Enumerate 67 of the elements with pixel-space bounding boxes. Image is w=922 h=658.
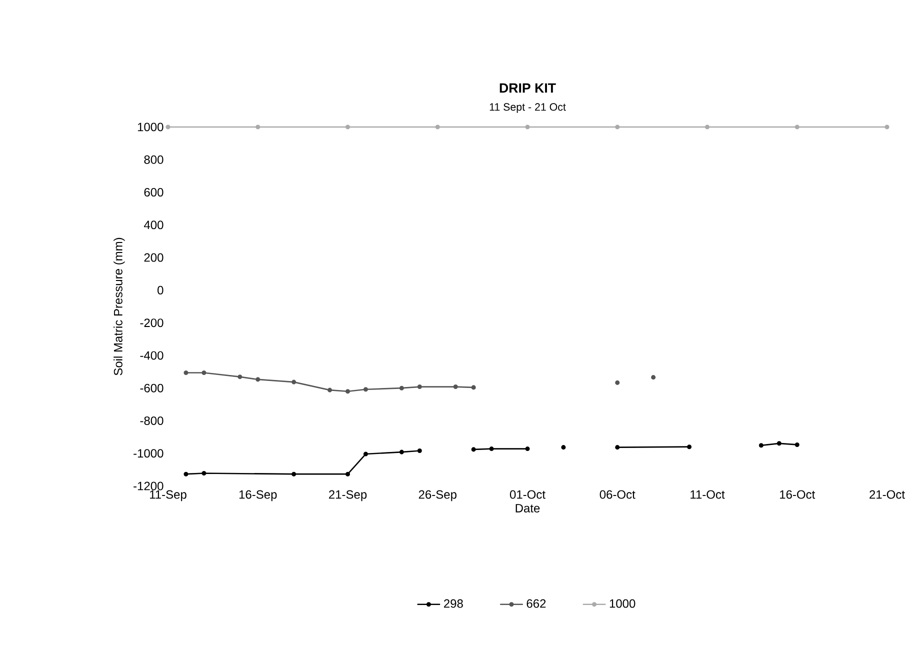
x-tick-label: 01-Oct xyxy=(510,490,546,499)
x-tick-label: 11-Sep xyxy=(150,490,186,502)
y-tick-label: -800 xyxy=(140,416,164,425)
legend-label: 662 xyxy=(526,599,546,608)
point xyxy=(328,388,332,392)
chart-subtitle: 11 Sept - 21 Oct xyxy=(490,103,566,113)
point xyxy=(202,370,206,376)
x-tick-label: 16-Sep xyxy=(239,490,277,502)
point xyxy=(292,380,296,384)
y-tick-label: -1200 xyxy=(134,482,164,490)
point xyxy=(417,448,422,454)
point xyxy=(292,472,296,476)
point xyxy=(615,445,620,450)
point xyxy=(256,124,260,130)
y-tick-label: 600 xyxy=(144,188,164,197)
point xyxy=(687,444,692,450)
point xyxy=(884,124,890,130)
y-tick-label: 0 xyxy=(158,286,164,294)
point xyxy=(758,443,764,448)
chart-title: DRIP KIT xyxy=(500,83,556,93)
point xyxy=(345,472,350,476)
point xyxy=(453,384,458,390)
point xyxy=(525,446,530,452)
x-tick-label: 06-Oct xyxy=(600,490,636,499)
y-tick-label: -400 xyxy=(140,351,164,360)
x-tick-label: 16-Oct xyxy=(780,490,816,499)
point xyxy=(435,124,440,130)
x-axis-title: Date xyxy=(516,504,540,512)
point xyxy=(184,472,188,476)
point xyxy=(525,124,530,130)
point xyxy=(615,124,620,130)
point xyxy=(794,124,800,130)
point xyxy=(184,370,188,376)
point xyxy=(399,386,404,390)
x-tick-label: 21-Sep xyxy=(329,490,367,502)
point xyxy=(704,124,710,130)
x-tick-label: 11-Oct xyxy=(690,490,725,499)
y-tick-label: 1000 xyxy=(138,122,164,132)
point xyxy=(651,375,656,380)
point xyxy=(363,452,368,456)
y-tick-label: -600 xyxy=(140,384,164,392)
point xyxy=(345,389,350,394)
y-tick-label: -1000 xyxy=(134,449,164,458)
point xyxy=(615,380,620,385)
y-axis-title: Soil Matric Pressure (mm) xyxy=(114,238,125,376)
point xyxy=(561,445,566,450)
point xyxy=(776,441,782,446)
point xyxy=(363,387,368,392)
y-tick-label: 400 xyxy=(144,220,164,230)
y-tick-label: -200 xyxy=(140,318,164,328)
point xyxy=(417,384,422,390)
point xyxy=(399,450,404,454)
point xyxy=(794,442,800,447)
legend-label: 1000 xyxy=(610,599,636,608)
point xyxy=(471,385,476,390)
y-tick-label: 800 xyxy=(144,155,164,164)
x-tick-label: 26-Sep xyxy=(418,490,456,502)
point xyxy=(238,374,242,380)
legend-label: 298 xyxy=(444,599,463,608)
point xyxy=(256,377,260,382)
point xyxy=(489,446,494,452)
x-tick-label: 21-Oct xyxy=(870,490,905,499)
point xyxy=(345,124,350,130)
y-tick-label: 200 xyxy=(144,253,164,262)
point xyxy=(471,447,476,452)
point xyxy=(202,471,206,476)
point xyxy=(166,124,170,130)
